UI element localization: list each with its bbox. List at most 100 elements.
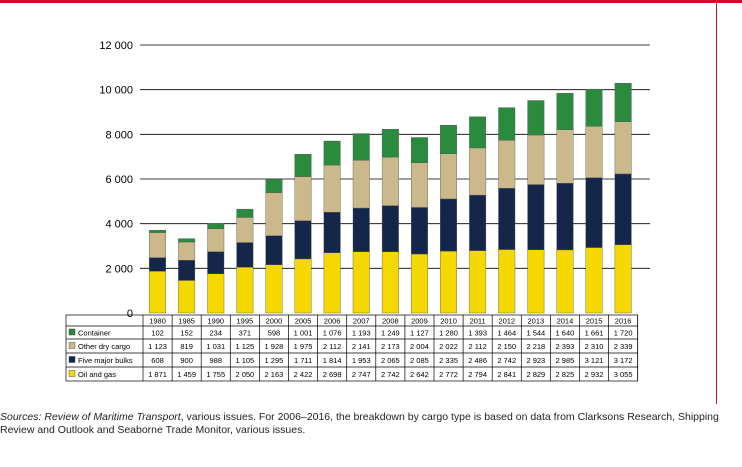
data-label: 2 065 bbox=[381, 356, 400, 365]
data-label: 2 022 bbox=[439, 342, 458, 351]
data-label: 2 085 bbox=[410, 356, 429, 365]
x-tick-label: 2013 bbox=[528, 317, 545, 326]
legend-swatch bbox=[68, 356, 76, 363]
data-label: 3 121 bbox=[585, 356, 604, 365]
data-label: 2 335 bbox=[439, 356, 458, 365]
data-label: 900 bbox=[180, 356, 193, 365]
bar-segment bbox=[498, 249, 516, 314]
data-label: 2 310 bbox=[585, 342, 604, 351]
y-tick-label: 0 bbox=[127, 308, 133, 320]
x-tick-label: 2011 bbox=[470, 317, 486, 326]
legend-label: Five major bulks bbox=[78, 356, 133, 365]
bar-segment bbox=[585, 126, 603, 179]
bar-segment bbox=[352, 160, 370, 209]
data-label: 2 794 bbox=[468, 370, 487, 379]
bar-segment bbox=[556, 129, 574, 184]
data-label: 1 393 bbox=[468, 328, 487, 337]
bar-segment bbox=[236, 242, 254, 268]
data-label: 2 163 bbox=[265, 370, 284, 379]
legend-swatch bbox=[68, 342, 76, 349]
data-label: 1 076 bbox=[323, 328, 342, 337]
bar-segment bbox=[236, 267, 254, 314]
bar-segment bbox=[207, 251, 225, 275]
data-label: 1 280 bbox=[439, 328, 458, 337]
legend-label: Oil and gas bbox=[78, 370, 116, 379]
bar-segment bbox=[265, 192, 283, 236]
top-rule bbox=[0, 0, 742, 3]
bar-segment bbox=[265, 264, 283, 314]
bar-segment bbox=[178, 280, 196, 314]
data-label: 1 640 bbox=[556, 328, 575, 337]
bar-segment bbox=[498, 188, 516, 250]
right-rule bbox=[716, 0, 717, 404]
data-label: 1 871 bbox=[148, 370, 167, 379]
bar-segment bbox=[323, 140, 341, 166]
data-label: 1 125 bbox=[235, 342, 254, 351]
legend-swatch bbox=[68, 370, 76, 377]
y-tick-label: 6 000 bbox=[105, 174, 133, 186]
bar-segment bbox=[178, 238, 196, 243]
bar-segment bbox=[411, 253, 428, 314]
data-label: 3 172 bbox=[614, 356, 633, 365]
data-label: 2 150 bbox=[497, 342, 516, 351]
bar-segment bbox=[440, 153, 457, 200]
bar-segment bbox=[614, 173, 632, 245]
data-label: 1 295 bbox=[265, 356, 284, 365]
data-label: 2 141 bbox=[352, 342, 371, 351]
bar-segment bbox=[614, 244, 632, 314]
bar-segment bbox=[294, 258, 312, 314]
bar-segment bbox=[469, 116, 487, 149]
bar-segment bbox=[527, 249, 545, 314]
data-label: 2 339 bbox=[614, 342, 633, 351]
data-label: 1 459 bbox=[177, 370, 196, 379]
data-label: 2 923 bbox=[526, 356, 545, 365]
data-label: 2 173 bbox=[381, 342, 400, 351]
data-label: 1 953 bbox=[352, 356, 371, 365]
data-label: 2 642 bbox=[410, 370, 429, 379]
bar-segment bbox=[207, 228, 225, 252]
data-label: 1 031 bbox=[206, 342, 225, 351]
bar-segment bbox=[411, 207, 428, 255]
data-label: 3 055 bbox=[614, 370, 633, 379]
data-label: 152 bbox=[180, 328, 193, 337]
data-label: 819 bbox=[180, 342, 193, 351]
bar-segment bbox=[149, 257, 167, 272]
bar-segment bbox=[440, 250, 457, 314]
data-label: 2 742 bbox=[381, 370, 400, 379]
x-tick-label: 2000 bbox=[266, 317, 283, 326]
data-label: 1 544 bbox=[526, 328, 545, 337]
source-publication: Review of Maritime Transport bbox=[44, 411, 181, 423]
bar-segment bbox=[527, 134, 545, 185]
y-tick-label: 2 000 bbox=[105, 263, 133, 275]
bar-segment bbox=[556, 249, 574, 314]
source-prefix: Sources: bbox=[0, 411, 42, 423]
bar-segment bbox=[294, 176, 312, 221]
bar-segment bbox=[149, 230, 167, 233]
data-label: 608 bbox=[151, 356, 164, 365]
bar-segment bbox=[498, 140, 516, 189]
data-label: 1 464 bbox=[497, 328, 516, 337]
bar-segment bbox=[440, 198, 457, 252]
data-label: 598 bbox=[268, 328, 281, 337]
bar-segment bbox=[265, 179, 283, 193]
data-label: 1 105 bbox=[235, 356, 254, 365]
data-label: 1 814 bbox=[323, 356, 342, 365]
bar-segment bbox=[440, 124, 457, 154]
data-label: 2 985 bbox=[556, 356, 575, 365]
x-tick-label: 2005 bbox=[295, 317, 312, 326]
x-tick-label: 1995 bbox=[237, 317, 254, 326]
bar-segment bbox=[236, 217, 254, 243]
bar-segment bbox=[207, 273, 225, 314]
bar-segment bbox=[469, 194, 487, 251]
bar-segment bbox=[178, 260, 196, 281]
bar-segment bbox=[498, 107, 516, 141]
bar-segment bbox=[352, 133, 370, 161]
bar-segment bbox=[149, 232, 167, 258]
data-label: 2 825 bbox=[556, 370, 575, 379]
bar-segment bbox=[614, 121, 632, 175]
bar-segment bbox=[294, 154, 312, 177]
x-tick-label: 2009 bbox=[411, 317, 428, 326]
data-label: 2 486 bbox=[468, 356, 487, 365]
legend-swatch bbox=[68, 328, 76, 336]
data-label: 2 829 bbox=[526, 370, 545, 379]
